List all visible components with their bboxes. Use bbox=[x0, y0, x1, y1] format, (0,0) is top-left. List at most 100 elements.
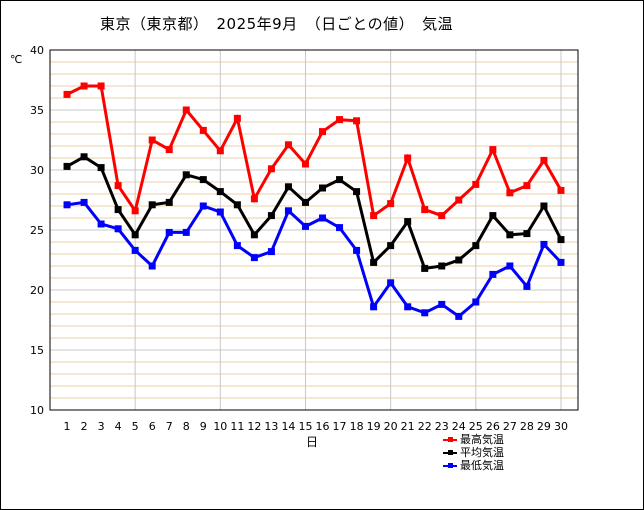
data-point bbox=[301, 198, 309, 206]
data-point bbox=[336, 224, 344, 232]
legend-item-avg: 平均気温 bbox=[443, 446, 504, 459]
data-point bbox=[557, 236, 565, 244]
x-tick-label: 17 bbox=[333, 420, 347, 433]
x-tick-label: 12 bbox=[247, 420, 261, 433]
data-point bbox=[387, 200, 395, 208]
data-point bbox=[404, 218, 412, 226]
data-point bbox=[438, 262, 446, 270]
x-tick-label: 26 bbox=[486, 420, 500, 433]
data-point bbox=[233, 114, 241, 122]
data-point bbox=[114, 206, 122, 214]
data-point bbox=[557, 258, 565, 266]
x-tick-label: 29 bbox=[537, 420, 551, 433]
data-point bbox=[284, 207, 292, 215]
data-point bbox=[148, 136, 156, 144]
x-tick-label: 3 bbox=[98, 420, 105, 433]
data-point bbox=[148, 262, 156, 270]
x-tick-label: 1 bbox=[64, 420, 71, 433]
y-tick-label: 15 bbox=[30, 344, 44, 357]
series-2 bbox=[63, 198, 565, 320]
legend-item-max: 最高気温 bbox=[443, 433, 504, 446]
data-point bbox=[489, 146, 497, 154]
data-point bbox=[165, 198, 173, 206]
data-point bbox=[199, 126, 207, 134]
y-tick-label: 20 bbox=[30, 284, 44, 297]
data-point bbox=[319, 214, 327, 222]
data-point bbox=[540, 156, 548, 164]
legend: 最高気温 平均気温 最低気温 bbox=[443, 433, 504, 472]
data-point bbox=[506, 262, 514, 270]
data-point bbox=[489, 212, 497, 220]
data-point bbox=[63, 90, 71, 98]
x-axis: 1 2 3 4 5 6 7 8 9 10 11 12 13 14 15 16 17 18 19 20 21 22 23 24 2… bbox=[64, 420, 568, 433]
data-point bbox=[165, 228, 173, 236]
legend-item-min: 最低気温 bbox=[443, 459, 504, 472]
data-point bbox=[438, 300, 446, 308]
data-point bbox=[148, 201, 156, 209]
data-point bbox=[216, 188, 224, 196]
data-point bbox=[319, 128, 327, 136]
x-tick-label: 11 bbox=[230, 420, 244, 433]
grid-lines bbox=[50, 61, 578, 399]
data-point bbox=[353, 188, 361, 196]
legend-label-avg: 平均気温 bbox=[460, 446, 504, 459]
chart-title: 東京（東京都） 2025年9月 （日ごとの値） 気温 bbox=[100, 15, 454, 33]
x-tick-label: 25 bbox=[469, 420, 483, 433]
x-tick-label: 4 bbox=[115, 420, 122, 433]
x-tick-label: 27 bbox=[503, 420, 517, 433]
data-point bbox=[250, 254, 258, 262]
series-group bbox=[63, 82, 565, 320]
data-point bbox=[404, 154, 412, 162]
data-point bbox=[472, 242, 480, 250]
data-point bbox=[80, 198, 88, 206]
legend-swatch-min bbox=[443, 461, 457, 471]
data-point bbox=[97, 220, 105, 228]
legend-label-min: 最低気温 bbox=[460, 459, 504, 472]
x-tick-label: 16 bbox=[316, 420, 330, 433]
data-point bbox=[523, 282, 531, 290]
data-point bbox=[540, 202, 548, 210]
x-axis-title: 日 bbox=[306, 435, 318, 449]
data-point bbox=[438, 212, 446, 220]
x-tick-label: 2 bbox=[81, 420, 88, 433]
data-point bbox=[336, 116, 344, 124]
data-point bbox=[370, 258, 378, 266]
y-tick-label: 40 bbox=[30, 44, 44, 57]
y-tick-label: 25 bbox=[30, 224, 44, 237]
data-point bbox=[387, 242, 395, 250]
series-0 bbox=[63, 82, 565, 220]
data-point bbox=[284, 141, 292, 149]
x-tick-label: 9 bbox=[200, 420, 207, 433]
y-tick-label: 35 bbox=[30, 104, 44, 117]
x-tick-label: 22 bbox=[418, 420, 432, 433]
x-tick-label: 28 bbox=[520, 420, 534, 433]
x-tick-label: 7 bbox=[166, 420, 173, 433]
data-point bbox=[250, 195, 258, 203]
data-point bbox=[301, 160, 309, 168]
data-point bbox=[301, 222, 309, 230]
data-point bbox=[63, 162, 71, 170]
data-point bbox=[455, 196, 463, 204]
data-point bbox=[455, 256, 463, 264]
x-tick-label: 20 bbox=[384, 420, 398, 433]
x-tick-label: 19 bbox=[367, 420, 381, 433]
data-point bbox=[199, 176, 207, 184]
data-point bbox=[182, 106, 190, 114]
x-tick-label: 13 bbox=[264, 420, 278, 433]
data-point bbox=[523, 182, 531, 190]
data-point bbox=[97, 82, 105, 90]
data-point bbox=[233, 201, 241, 209]
data-point bbox=[233, 242, 241, 250]
data-point bbox=[97, 164, 105, 172]
x-tick-label: 5 bbox=[132, 420, 139, 433]
data-point bbox=[165, 146, 173, 154]
y-tick-label: 10 bbox=[30, 404, 44, 417]
data-point bbox=[250, 231, 258, 239]
data-point bbox=[353, 117, 361, 125]
data-point bbox=[182, 228, 190, 236]
data-point bbox=[80, 82, 88, 90]
data-point bbox=[421, 309, 429, 317]
data-point bbox=[336, 176, 344, 184]
data-point bbox=[319, 184, 327, 192]
